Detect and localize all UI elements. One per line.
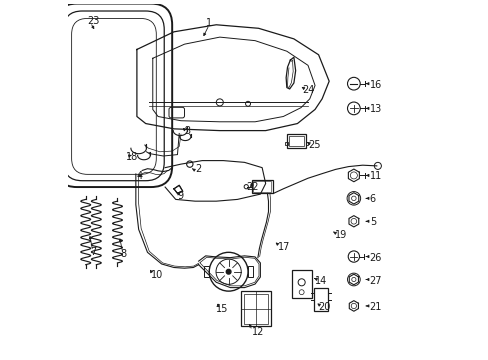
Text: 9: 9 bbox=[177, 191, 183, 201]
Text: 10: 10 bbox=[151, 270, 163, 280]
Text: 21: 21 bbox=[369, 302, 381, 312]
Text: 23: 23 bbox=[87, 16, 100, 26]
Text: 3: 3 bbox=[184, 126, 190, 136]
Bar bbox=[203, 266, 209, 277]
Bar bbox=[286, 134, 305, 148]
Text: 2: 2 bbox=[195, 165, 201, 174]
Text: 4: 4 bbox=[137, 171, 142, 181]
Circle shape bbox=[226, 269, 230, 274]
Text: 24: 24 bbox=[302, 85, 314, 95]
Text: 6: 6 bbox=[369, 194, 375, 204]
Text: 13: 13 bbox=[369, 104, 381, 114]
Text: 17: 17 bbox=[278, 242, 290, 252]
Text: 22: 22 bbox=[246, 182, 258, 192]
Text: 11: 11 bbox=[369, 171, 381, 181]
Bar bbox=[291, 270, 311, 298]
Bar bbox=[314, 288, 328, 311]
Text: 27: 27 bbox=[369, 275, 382, 285]
Text: 18: 18 bbox=[126, 152, 138, 162]
Bar bbox=[305, 142, 308, 145]
Bar bbox=[251, 180, 272, 193]
Text: 16: 16 bbox=[369, 80, 381, 90]
Bar bbox=[252, 181, 271, 192]
Bar bbox=[241, 291, 270, 327]
Text: 19: 19 bbox=[334, 230, 346, 240]
Text: 8: 8 bbox=[120, 249, 126, 259]
Text: 1: 1 bbox=[205, 18, 211, 28]
Bar bbox=[247, 266, 253, 277]
Text: 15: 15 bbox=[216, 304, 228, 314]
Text: 12: 12 bbox=[251, 327, 264, 337]
Bar bbox=[244, 294, 267, 324]
Bar bbox=[285, 142, 287, 145]
Text: 20: 20 bbox=[318, 302, 330, 312]
Polygon shape bbox=[174, 185, 183, 193]
Text: 14: 14 bbox=[314, 275, 326, 285]
Text: 26: 26 bbox=[369, 253, 381, 262]
Text: 25: 25 bbox=[307, 140, 320, 150]
Text: 7: 7 bbox=[90, 247, 96, 257]
Bar bbox=[288, 136, 304, 147]
Text: 5: 5 bbox=[369, 217, 375, 227]
